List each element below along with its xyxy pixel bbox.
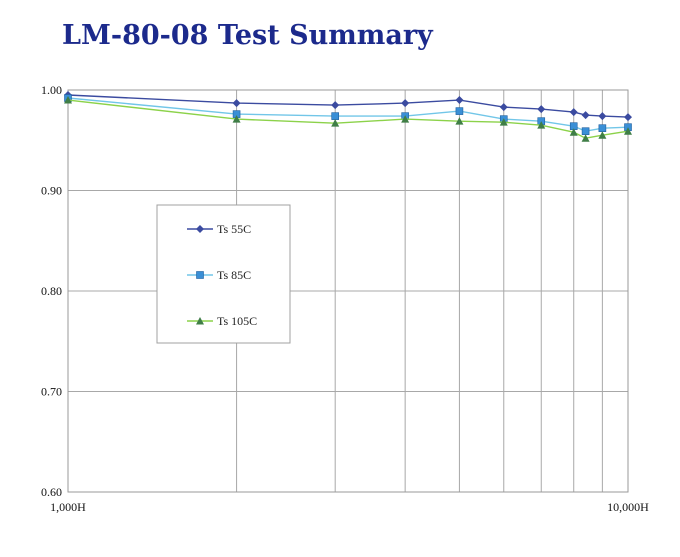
legend-box	[156, 204, 291, 344]
y-tick-label: 0.60	[41, 485, 62, 499]
slide-title: LM-80-08 Test Summary	[62, 20, 433, 51]
y-tick-label: 0.70	[41, 385, 62, 399]
data-point	[624, 127, 632, 135]
legend-marker	[196, 225, 204, 233]
data-point	[455, 107, 464, 115]
data-point	[624, 113, 632, 122]
data-point	[331, 112, 339, 120]
data-point	[232, 99, 241, 108]
data-point	[64, 96, 72, 104]
legend-item: Ts 105C	[187, 314, 257, 328]
data-point	[499, 118, 508, 126]
data-point	[581, 127, 590, 136]
data-point	[581, 111, 590, 120]
y-tick-label: 0.90	[41, 184, 62, 198]
legend-label: Ts 85C	[217, 268, 251, 282]
data-point	[455, 117, 464, 125]
data-point	[232, 115, 241, 123]
data-point	[598, 124, 607, 132]
series-1	[64, 91, 632, 122]
legend-label: Ts 105C	[217, 314, 257, 328]
y-tick-label: 1.00	[41, 83, 62, 97]
data-point	[455, 96, 464, 105]
data-point	[569, 128, 578, 136]
data-point	[598, 112, 607, 121]
y-tick-label: 0.80	[41, 284, 62, 298]
x-axis-ticks: 1,000H 10,000H	[50, 500, 649, 514]
gridlines	[68, 89, 628, 493]
series-2	[64, 94, 632, 136]
data-point	[598, 131, 607, 139]
legend-item: Ts 55C	[187, 222, 251, 236]
legend-item: Ts 85C	[187, 268, 251, 282]
data-point	[537, 121, 546, 129]
x-tick-label: 1,000H	[50, 500, 86, 514]
legend-marker	[196, 271, 204, 279]
data-point	[331, 101, 340, 110]
plot-area	[67, 89, 629, 493]
data-point	[331, 119, 340, 127]
x-tick-label: 10,000H	[607, 500, 649, 514]
data-point	[401, 115, 410, 123]
legend: Ts 55C Ts 85C Ts 105C	[156, 204, 291, 344]
data-point	[581, 134, 590, 142]
data-point	[401, 99, 410, 108]
data-point	[569, 108, 578, 117]
series-layer	[64, 91, 632, 142]
data-point	[499, 103, 508, 112]
y-axis-ticks: 0.60 0.70 0.80 0.90 1.00	[41, 83, 62, 499]
series-3	[64, 96, 632, 142]
legend-label: Ts 55C	[217, 222, 251, 236]
data-point	[537, 105, 546, 114]
legend-marker	[196, 317, 204, 325]
